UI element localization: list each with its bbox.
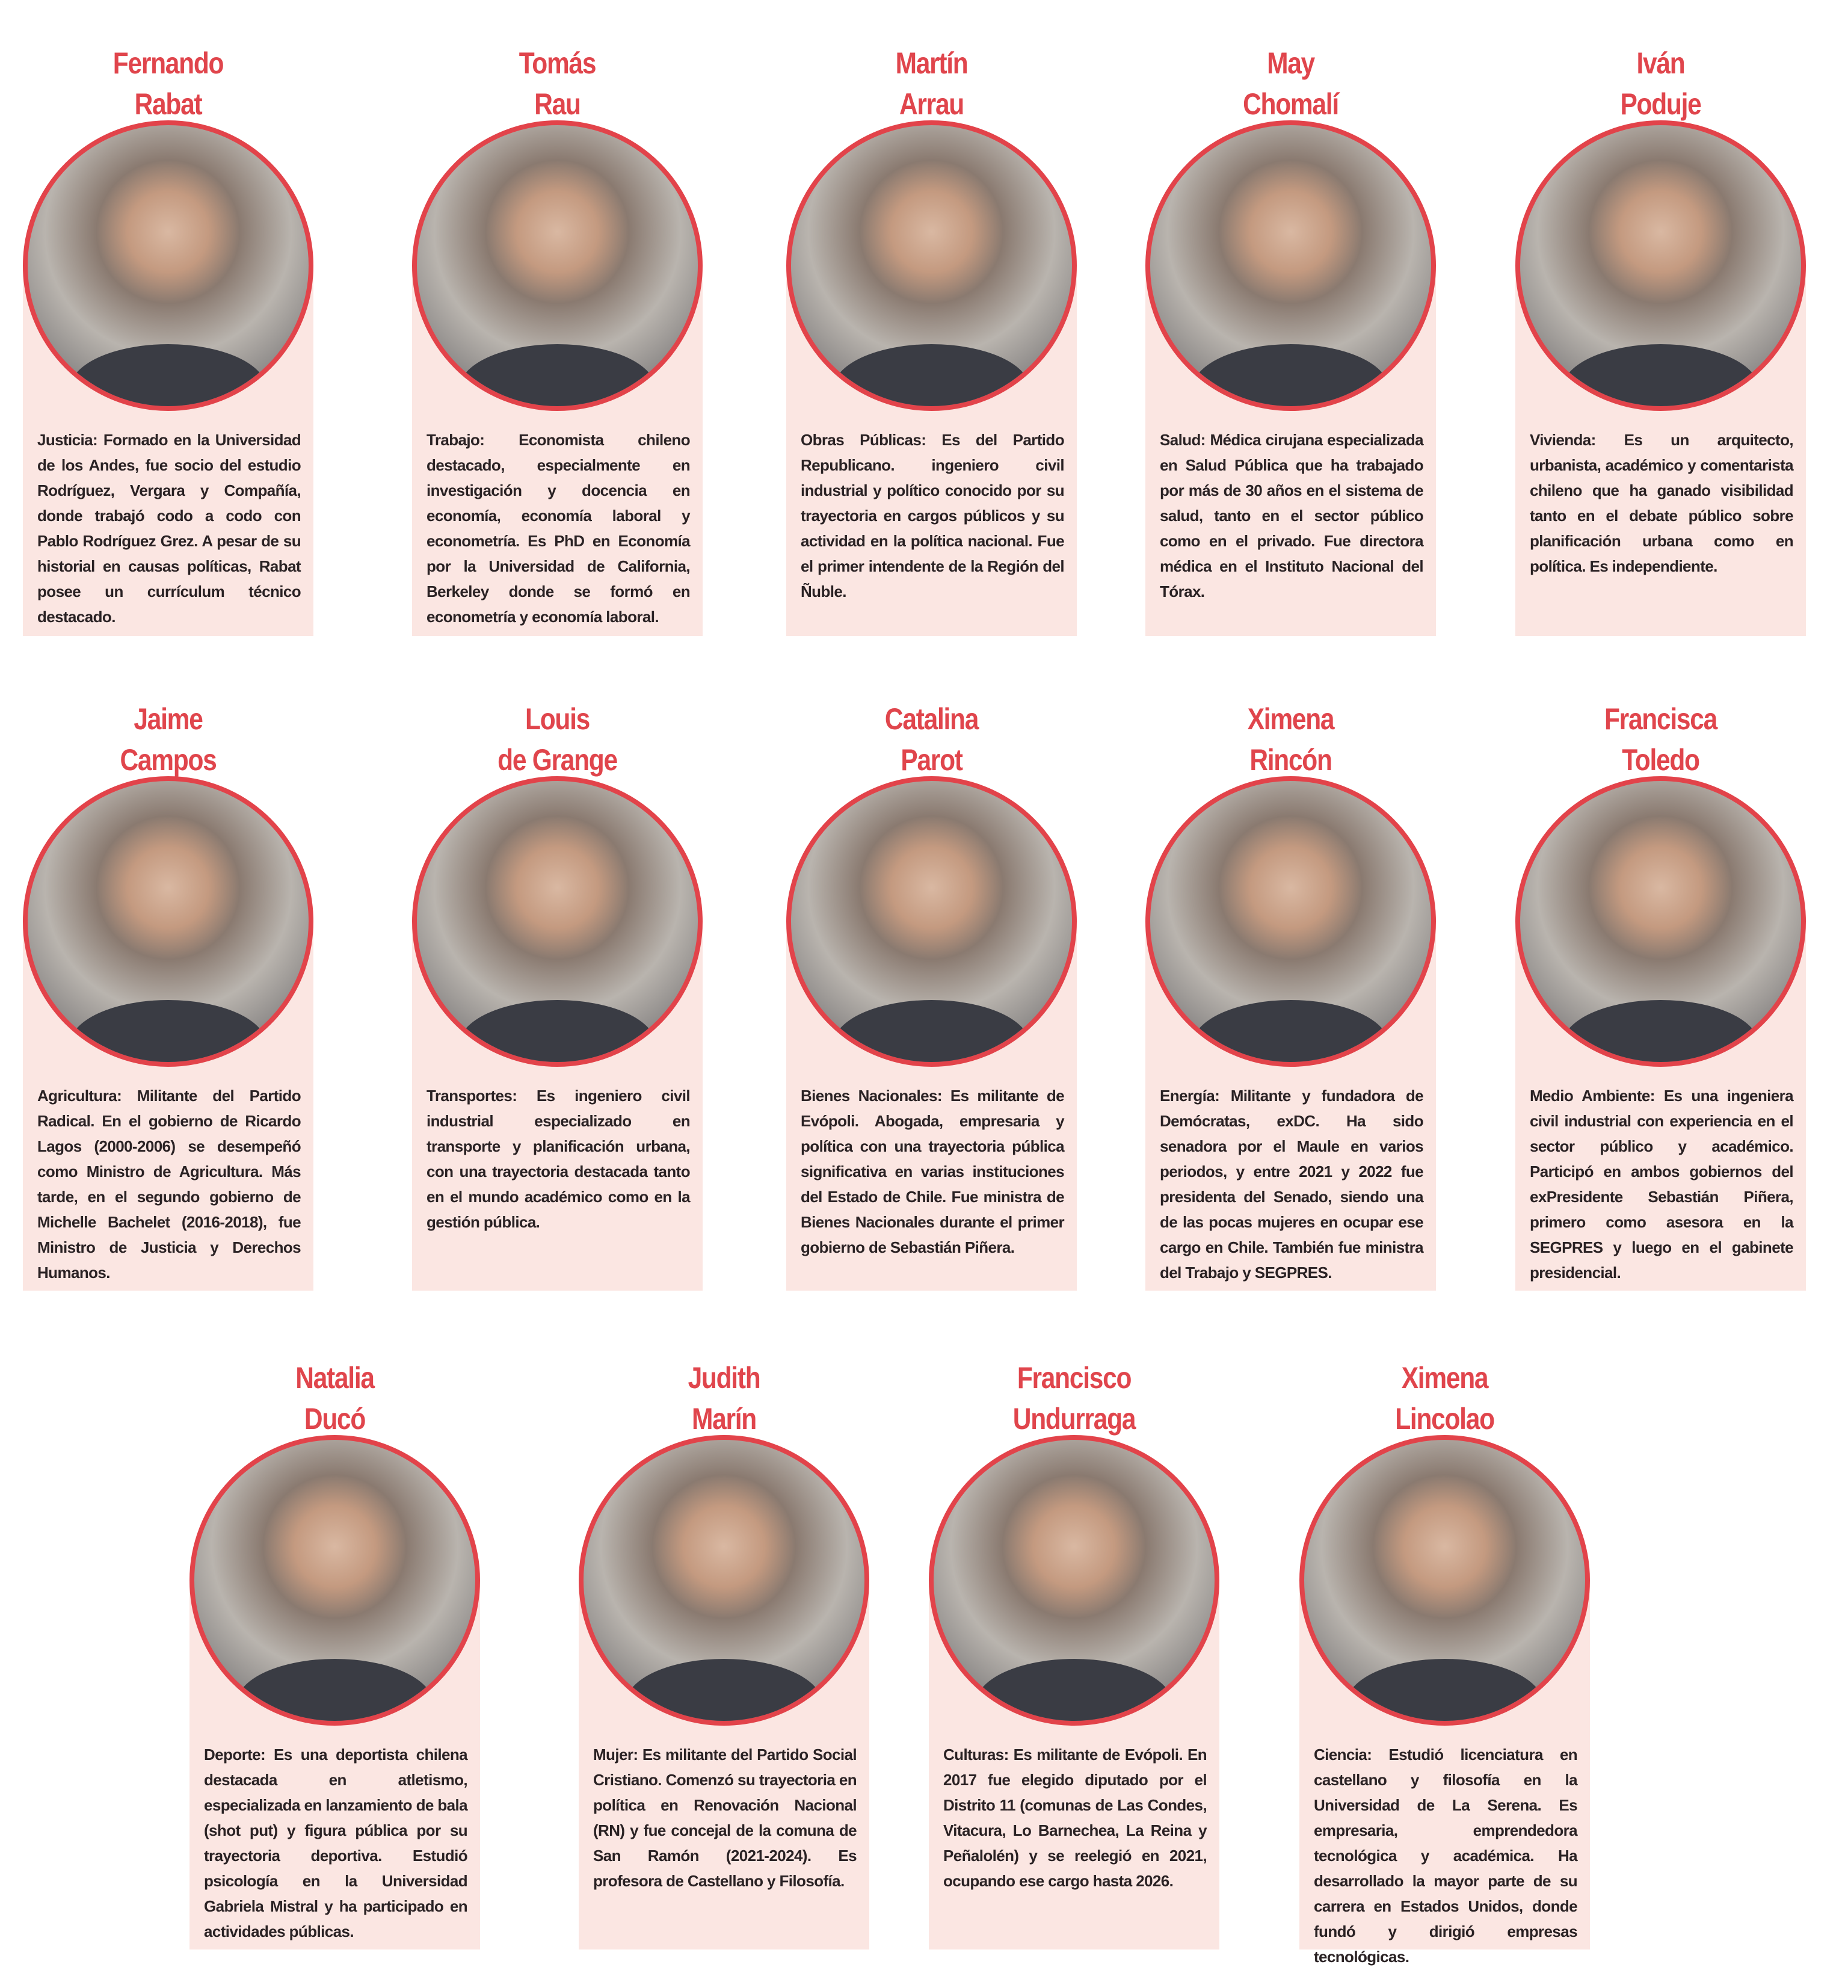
- portrait-photo: [412, 776, 703, 1067]
- person-last-name: Toledo: [1622, 743, 1700, 777]
- portrait-photo: [786, 776, 1077, 1067]
- person-bio: Trabajo: Economista chileno destacado, e…: [427, 431, 691, 626]
- person-last-name: Marín: [692, 1402, 757, 1436]
- person-first-name: Catalina: [884, 702, 979, 736]
- person-first-name: Louis: [525, 702, 590, 736]
- person-last-name: Undurraga: [1012, 1402, 1136, 1436]
- person-last-name: Rau: [534, 87, 581, 121]
- portrait-photo: [23, 776, 313, 1067]
- person-bio: Transportes: Es ingeniero civil industri…: [427, 1087, 691, 1231]
- person-bio: Deporte: Es una deportista chilena desta…: [204, 1746, 468, 1940]
- person-bio: Energía: Militante y fundadora de Demócr…: [1160, 1087, 1424, 1282]
- person-bio: Medio Ambiente: Es una ingeniera civil i…: [1530, 1087, 1794, 1282]
- person-first-name: Francisca: [1604, 702, 1717, 736]
- person-first-name: Tomás: [519, 46, 597, 80]
- person-last-name: Lincolao: [1395, 1402, 1495, 1436]
- portrait-photo: [1299, 1435, 1590, 1726]
- person-bio: Ciencia: Estudió licenciatura en castell…: [1314, 1746, 1578, 1966]
- portrait-photo: [23, 120, 313, 411]
- person-first-name: Francisco: [1017, 1361, 1132, 1395]
- person-last-name: Ducó: [304, 1402, 366, 1436]
- person-last-name: Chomalí: [1243, 87, 1339, 121]
- person-bio: Justicia: Formado en la Universidad de l…: [37, 431, 301, 626]
- portrait-photo: [1145, 120, 1436, 411]
- person-first-name: May: [1267, 46, 1315, 80]
- portrait-photo: [189, 1435, 480, 1726]
- person-bio: Mujer: Es militante del Partido Social C…: [593, 1746, 857, 1890]
- person-first-name: Judith: [688, 1361, 761, 1395]
- portrait-photo: [1145, 776, 1436, 1067]
- portrait-photo: [1515, 776, 1806, 1067]
- portrait-photo: [786, 120, 1077, 411]
- person-last-name: de Grange: [497, 743, 618, 777]
- person-bio: Bienes Nacionales: Es militante de Evópo…: [801, 1087, 1065, 1256]
- person-first-name: Ximena: [1401, 1361, 1489, 1395]
- person-bio: Agricultura: Militante del Partido Radic…: [37, 1087, 301, 1282]
- person-last-name: Parot: [901, 743, 963, 777]
- portrait-photo: [412, 120, 703, 411]
- person-first-name: Iván: [1636, 46, 1686, 80]
- portrait-photo: [1515, 120, 1806, 411]
- person-bio: Vivienda: Es un arquitecto, urbanista, a…: [1530, 431, 1794, 575]
- person-first-name: Ximena: [1247, 702, 1335, 736]
- person-first-name: Martín: [895, 46, 969, 80]
- person-first-name: Natalia: [295, 1361, 375, 1395]
- person-last-name: Campos: [120, 743, 217, 777]
- portrait-photo: [929, 1435, 1219, 1726]
- person-bio: Culturas: Es militante de Evópoli. En 20…: [943, 1746, 1207, 1890]
- person-first-name: Jaime: [134, 702, 203, 736]
- person-last-name: Poduje: [1620, 87, 1701, 121]
- person-last-name: Rincón: [1249, 743, 1332, 777]
- person-bio: Salud: Médica cirujana especializada en …: [1160, 431, 1424, 600]
- person-last-name: Arrau: [899, 87, 964, 121]
- portrait-photo: [579, 1435, 869, 1726]
- person-bio: Obras Públicas: Es del Partido Republica…: [801, 431, 1065, 600]
- person-last-name: Rabat: [134, 87, 203, 121]
- person-first-name: Fernando: [112, 46, 224, 80]
